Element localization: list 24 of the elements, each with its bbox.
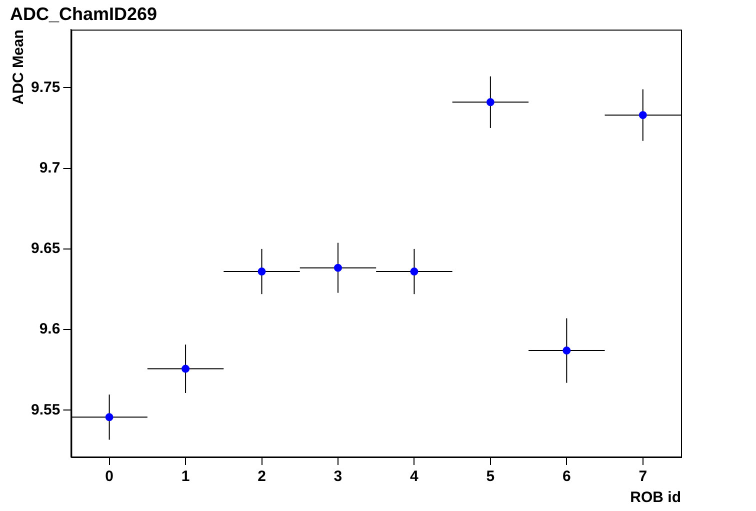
x-tick-label: 2 <box>258 468 266 486</box>
x-tick-label: 6 <box>562 468 571 486</box>
point <box>258 268 266 276</box>
y-tick-label: 9.75 <box>30 78 60 96</box>
point <box>562 346 571 355</box>
x-tick-label: 3 <box>334 468 342 486</box>
y-tick-label: 9.7 <box>39 159 60 176</box>
point <box>182 364 190 373</box>
x-tick-label: 5 <box>486 468 495 486</box>
x-tick-label: 1 <box>181 468 190 486</box>
y-tick-label: 9.55 <box>30 401 60 418</box>
point <box>638 111 647 120</box>
x-tick-label: 7 <box>638 468 648 486</box>
point <box>105 413 114 422</box>
y-tick-label: 9.6 <box>39 320 60 338</box>
chart-title: ADC_ChamID269 <box>10 4 158 24</box>
x-tick-label: 4 <box>410 468 420 486</box>
y-axis-title: ADC Mean <box>10 30 28 105</box>
point <box>410 268 418 276</box>
point <box>486 98 494 106</box>
x-tick-label: 0 <box>105 468 114 486</box>
point <box>334 264 342 272</box>
y-tick-label: 9.65 <box>30 240 60 258</box>
x-axis-title: ROB id <box>630 489 681 506</box>
